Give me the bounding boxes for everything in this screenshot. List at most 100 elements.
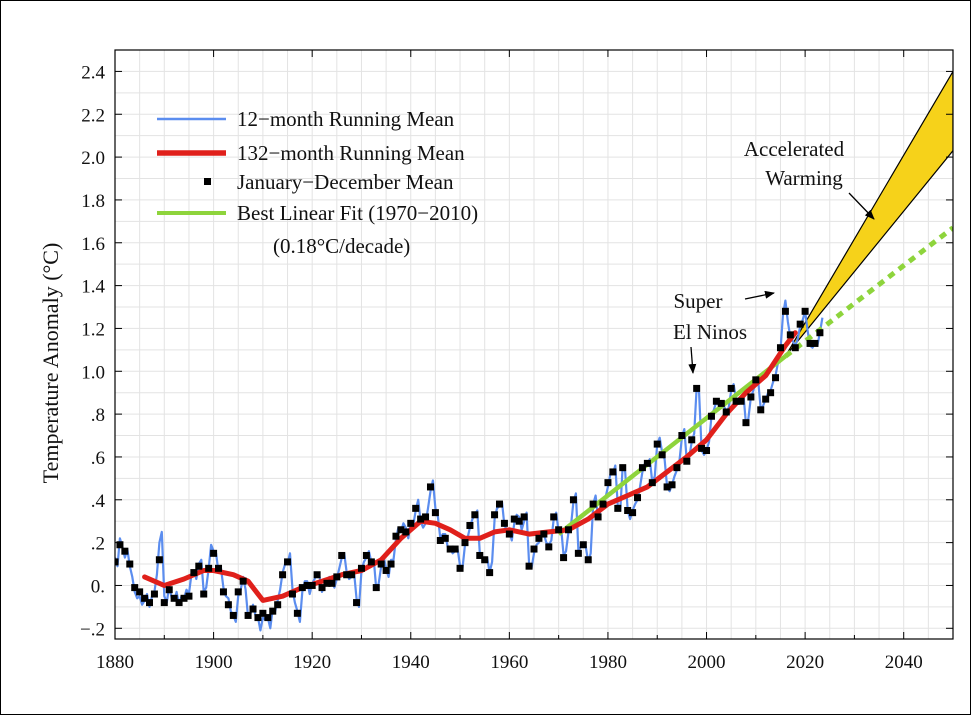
annual-mean-point [530, 545, 538, 553]
annual-mean-point [426, 483, 434, 491]
annual-mean-point [141, 594, 149, 602]
annual-mean-point [412, 504, 420, 512]
annual-mean-point [727, 384, 735, 392]
annual-mean-point [550, 513, 558, 521]
y-axis-label: Temperature Anomaly (°C) [38, 243, 63, 484]
annual-mean-point [643, 459, 651, 467]
annual-mean-point [422, 513, 430, 521]
x-tick-label: 1960 [490, 652, 528, 673]
annual-mean-point [540, 530, 548, 538]
annual-mean-point [126, 560, 134, 568]
annual-mean-point [116, 541, 124, 549]
annual-mean-point [150, 590, 158, 598]
annotations: Super El Ninos Accelerated Warming [673, 137, 875, 374]
annual-mean-point [698, 444, 706, 452]
annual-mean-point [402, 528, 410, 536]
annual-mean-point [703, 447, 711, 455]
annual-mean-point [446, 545, 454, 553]
annual-mean-point [811, 339, 819, 347]
annual-mean-point [215, 564, 223, 572]
y-tick-label: −.2 [80, 619, 105, 640]
annual-mean-point [185, 592, 193, 600]
annual-mean-point [786, 331, 794, 339]
annual-mean-point [801, 307, 809, 315]
annual-mean-point [525, 562, 533, 570]
annual-mean-point [303, 581, 311, 589]
annual-mean-point [348, 571, 356, 579]
annual-mean-point [776, 344, 784, 352]
annual-mean-point [461, 539, 469, 547]
annual-mean-point [673, 464, 681, 472]
arrow-super-el-nino-2016 [744, 290, 775, 300]
annual-mean-point [175, 599, 183, 607]
annual-mean-point [205, 564, 213, 572]
annual-mean-point [338, 551, 346, 559]
annual-mean-point [244, 611, 252, 619]
annual-mean-point [619, 464, 627, 472]
annual-mean-point [535, 534, 543, 542]
annual-mean-point [387, 560, 395, 568]
annual-mean-point [510, 515, 518, 523]
annual-mean-point [599, 500, 607, 508]
y-tick-label: 1.8 [81, 191, 105, 212]
y-tick-label: .4 [91, 491, 106, 512]
annual-mean-point [772, 374, 780, 382]
annual-mean-point [767, 389, 775, 397]
annual-mean-point [279, 571, 287, 579]
annual-mean-point [357, 564, 365, 572]
annual-mean-point [486, 569, 494, 577]
annual-mean-point [609, 468, 617, 476]
annual-mean-point [796, 320, 804, 328]
annual-mean-point [471, 511, 479, 519]
annual-mean-point [688, 436, 696, 444]
y-tick-label: .8 [91, 405, 105, 426]
annual-mean-point [195, 562, 203, 570]
legend: 12−month Running Mean 132−month Running … [157, 107, 478, 258]
annual-mean-point [545, 543, 553, 551]
annual-mean-point [515, 517, 523, 525]
annual-mean-point [683, 457, 691, 465]
annual-mean-point [560, 554, 568, 562]
annual-mean-point [249, 605, 257, 613]
annual-mean-point [717, 399, 725, 407]
annual-mean-point [224, 601, 232, 609]
legend-rate-note: (0.18°C/decade) [273, 234, 410, 258]
annual-mean-point [165, 586, 173, 594]
annual-mean-point [170, 594, 178, 602]
annual-mean-point [308, 581, 316, 589]
annual-mean-point [500, 519, 508, 527]
annual-mean-point [392, 532, 400, 540]
annual-mean-point [579, 541, 587, 549]
annual-mean-point [397, 526, 405, 534]
annual-mean-point [678, 432, 686, 440]
annual-mean-point [594, 513, 602, 521]
annual-mean-point [407, 519, 415, 527]
x-tick-label: 1980 [589, 652, 627, 673]
annual-mean-point [115, 558, 119, 566]
y-tick-label: .6 [91, 448, 105, 469]
y-tick-label: 0. [91, 576, 105, 597]
annual-mean-point [155, 556, 163, 564]
annual-mean-point [436, 536, 444, 544]
annual-mean-point [569, 496, 577, 504]
annual-mean-point [456, 564, 464, 572]
annual-mean-point [136, 588, 144, 596]
legend-label-linear-fit: Best Linear Fit (1970−2010) [237, 201, 478, 225]
annotation-accelerated-line2: Warming [765, 166, 843, 190]
annual-mean-point [298, 584, 306, 592]
annual-mean-point [791, 344, 799, 352]
annual-mean-point [476, 551, 484, 559]
annual-mean-point [219, 588, 227, 596]
annual-mean-point [323, 579, 331, 587]
annual-mean-point [648, 479, 656, 487]
plot-border [114, 49, 954, 640]
annual-mean-point [806, 339, 814, 347]
annual-mean-point [668, 481, 676, 489]
annual-mean-point [584, 556, 592, 564]
y-tick-label: 2.2 [81, 105, 105, 126]
annual-mean-point [491, 511, 499, 519]
y-tick-label: .2 [91, 534, 105, 555]
annual-mean-point [377, 560, 385, 568]
annual-mean-point [816, 329, 824, 337]
annual-mean-point [466, 521, 474, 529]
